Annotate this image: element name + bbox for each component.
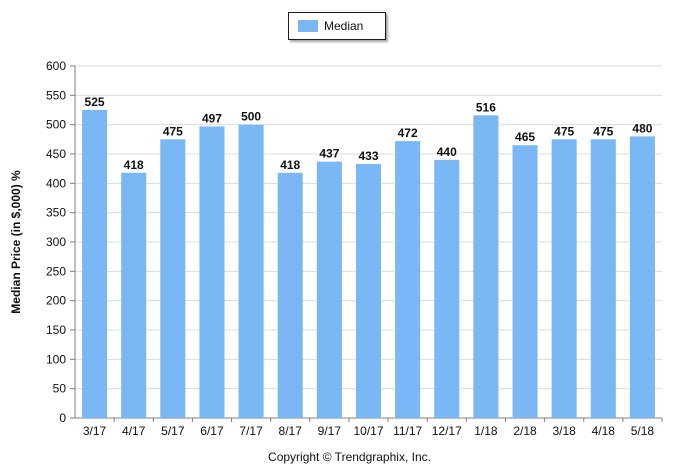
data-label: 433 bbox=[358, 149, 378, 163]
x-tick-label: 3/17 bbox=[83, 424, 107, 438]
y-tick-label: 350 bbox=[46, 206, 66, 220]
data-label: 465 bbox=[515, 130, 535, 144]
data-label: 475 bbox=[163, 124, 183, 138]
y-tick-label: 550 bbox=[46, 88, 66, 102]
legend-swatch bbox=[298, 20, 318, 32]
data-label: 500 bbox=[241, 110, 261, 124]
bar bbox=[512, 145, 538, 418]
data-label: 418 bbox=[124, 158, 144, 172]
y-tick-label: 450 bbox=[46, 147, 66, 161]
y-tick-label: 150 bbox=[46, 323, 66, 337]
x-tick-label: 12/17 bbox=[432, 424, 462, 438]
y-tick-label: 600 bbox=[46, 59, 66, 73]
x-tick-label: 4/17 bbox=[122, 424, 146, 438]
data-label: 440 bbox=[437, 145, 457, 159]
x-tick-label: 10/17 bbox=[353, 424, 383, 438]
bar bbox=[238, 124, 264, 419]
x-tick-label: 3/18 bbox=[552, 424, 576, 438]
data-label: 475 bbox=[554, 124, 574, 138]
data-label: 525 bbox=[85, 95, 105, 109]
bar bbox=[473, 115, 499, 418]
data-label: 480 bbox=[632, 121, 652, 135]
y-tick-label: 100 bbox=[46, 352, 66, 366]
y-tick-label: 250 bbox=[46, 264, 66, 278]
y-tick-label: 300 bbox=[46, 235, 66, 249]
bar bbox=[316, 161, 342, 419]
bar bbox=[395, 141, 421, 419]
data-label: 418 bbox=[280, 158, 300, 172]
copyright-text: Copyright © Trendgraphix, Inc. bbox=[268, 450, 431, 464]
x-tick-label: 4/18 bbox=[592, 424, 616, 438]
x-tick-label: 5/18 bbox=[631, 424, 655, 438]
y-tick-label: 50 bbox=[53, 382, 67, 396]
data-label: 472 bbox=[398, 126, 418, 140]
legend: Median bbox=[288, 12, 386, 40]
x-tick-label: 2/18 bbox=[513, 424, 537, 438]
x-tick-label: 5/17 bbox=[161, 424, 185, 438]
y-tick-label: 400 bbox=[46, 176, 66, 190]
data-label: 475 bbox=[593, 124, 613, 138]
bar bbox=[434, 159, 460, 418]
x-tick-label: 8/17 bbox=[279, 424, 303, 438]
data-label: 437 bbox=[319, 147, 339, 161]
bar bbox=[277, 172, 303, 418]
x-tick-label: 1/18 bbox=[474, 424, 498, 438]
bar bbox=[590, 139, 616, 419]
data-label: 497 bbox=[202, 111, 222, 125]
bar bbox=[82, 110, 108, 418]
bar bbox=[160, 139, 186, 419]
x-tick-label: 11/17 bbox=[393, 424, 422, 438]
y-tick-label: 200 bbox=[46, 294, 66, 308]
data-label: 516 bbox=[476, 100, 496, 114]
y-tick-label: 500 bbox=[46, 118, 66, 132]
bar bbox=[629, 136, 655, 418]
x-tick-label: 7/17 bbox=[239, 424, 263, 438]
x-tick-label: 9/17 bbox=[318, 424, 342, 438]
y-axis-title: Median Price (in $,000) % bbox=[9, 170, 23, 314]
bar bbox=[121, 172, 147, 418]
bar bbox=[355, 163, 382, 418]
bar bbox=[199, 126, 225, 418]
y-tick-label: 0 bbox=[59, 411, 66, 425]
legend-label: Median bbox=[324, 19, 364, 33]
bar bbox=[551, 139, 577, 419]
x-tick-label: 6/17 bbox=[200, 424, 224, 438]
